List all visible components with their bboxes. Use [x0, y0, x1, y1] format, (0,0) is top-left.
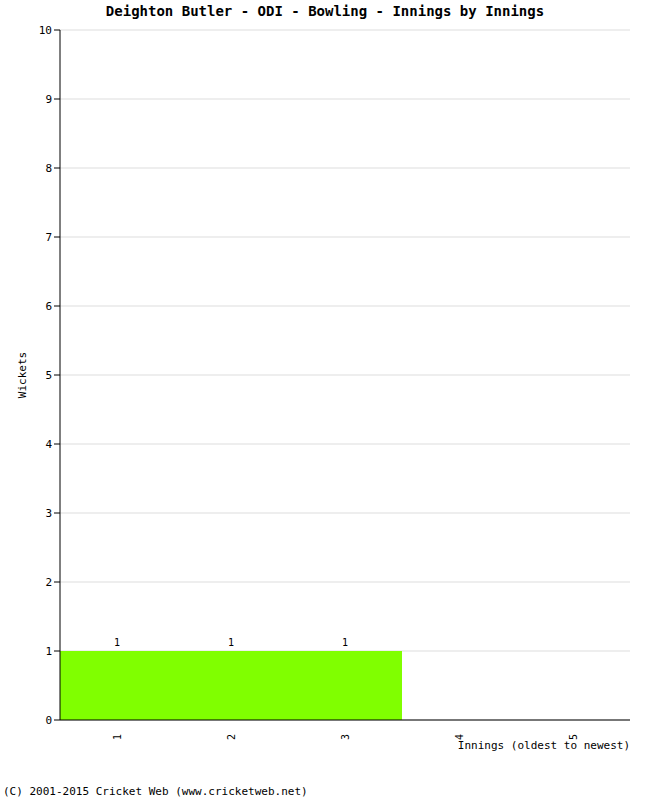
svg-text:8: 8	[45, 162, 52, 175]
svg-text:5: 5	[568, 734, 579, 740]
svg-text:Wickets: Wickets	[16, 352, 29, 398]
svg-text:10: 10	[39, 24, 52, 37]
svg-text:3: 3	[45, 507, 52, 520]
svg-text:1: 1	[112, 734, 123, 740]
svg-text:7: 7	[45, 231, 52, 244]
html-text:Innings (oldest to newest): Innings (oldest to newest)	[457, 739, 630, 752]
svg-text:1: 1	[228, 637, 234, 648]
svg-text:6: 6	[45, 300, 52, 313]
svg-text:2: 2	[226, 734, 237, 740]
svg-text:9: 9	[45, 93, 52, 106]
svg-text:2: 2	[45, 576, 52, 589]
svg-text:3: 3	[340, 734, 351, 740]
svg-text:1: 1	[45, 645, 52, 658]
svg-text:4: 4	[45, 438, 52, 451]
svg-text:4: 4	[454, 734, 465, 740]
html-text:Deighton Butler - ODI - Bowlin: Deighton Butler - ODI - Bowling - Inning…	[105, 3, 545, 19]
svg-text:5: 5	[45, 369, 52, 382]
svg-text:1: 1	[114, 637, 120, 648]
svg-text:0: 0	[45, 714, 52, 727]
html-text:(C) 2001-2015 Cricket Web (www: (C) 2001-2015 Cricket Web (www.cricketwe…	[3, 785, 308, 798]
svg-text:1: 1	[342, 637, 348, 648]
